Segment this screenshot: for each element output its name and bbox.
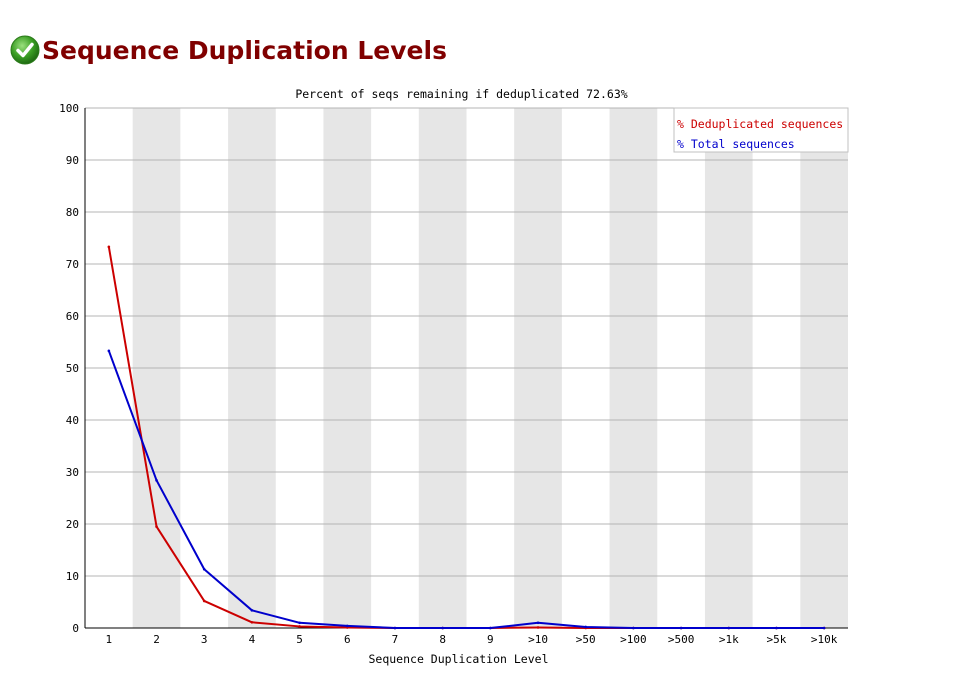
- duplication-chart: 0 10 20 30 40 50 60 70 80 90 100 1 2 3 4 5 6 7 8 9 >10 >50 >10…: [0, 80, 974, 680]
- x-tick-label-2: 3: [201, 633, 208, 646]
- x-tick-label-0: 1: [106, 633, 113, 646]
- x-tick-label-12: >500: [668, 633, 695, 646]
- data-point-0-3: [250, 620, 254, 624]
- y-tick-label-30: 30: [66, 466, 79, 479]
- data-point-1-10: [584, 625, 588, 629]
- data-point-1-15: [822, 626, 826, 630]
- legend-entry-0: % Deduplicated sequences: [677, 117, 843, 131]
- x-axis-label: Sequence Duplication Level: [368, 652, 548, 666]
- check-circle-icon: [10, 35, 40, 65]
- data-point-1-8: [489, 626, 492, 630]
- x-tick-label-10: >50: [576, 633, 596, 646]
- series-line-1: [107, 350, 825, 629]
- data-point-1-1: [155, 479, 158, 482]
- data-point-1-13: [727, 626, 731, 630]
- data-point-1-11: [632, 626, 635, 630]
- data-point-1-7: [441, 626, 444, 630]
- y-tick-label-80: 80: [66, 206, 79, 219]
- y-tick-label-50: 50: [66, 362, 79, 375]
- chart-svg: 0 10 20 30 40 50 60 70 80 90 100 1 2 3 4 5 6 7 8 9 >10 >50 >10…: [59, 87, 849, 666]
- y-tick-label-70: 70: [66, 258, 79, 271]
- x-tick-label-15: >10k: [811, 633, 838, 646]
- legend-entry-1: % Total sequences: [677, 137, 795, 151]
- y-tick-label-0: 0: [72, 622, 79, 635]
- x-tick-label-3: 4: [249, 633, 256, 646]
- y-tick-label-90: 90: [66, 154, 79, 167]
- data-point-1-4: [298, 621, 301, 625]
- y-tick-label-40: 40: [66, 414, 79, 427]
- x-tick-label-5: 6: [344, 633, 351, 646]
- data-point-1-2: [202, 567, 206, 571]
- data-point-0-2: [202, 599, 206, 603]
- data-point-1-6: [393, 626, 397, 630]
- data-point-0-9: [536, 626, 540, 629]
- page-header: Sequence Duplication Levels: [10, 30, 447, 70]
- x-tick-label-4: 5: [296, 633, 303, 646]
- data-point-1-0: [107, 349, 111, 353]
- data-point-0-1: [155, 525, 158, 528]
- x-tick-label-1: 2: [153, 633, 160, 646]
- x-tick-label-14: >5k: [767, 633, 787, 646]
- x-tick-label-9: >10: [528, 633, 548, 646]
- x-tick-label-7: 8: [439, 633, 446, 646]
- data-point-1-12: [679, 626, 683, 630]
- data-point-1-5: [345, 624, 349, 628]
- y-tick-label-20: 20: [66, 518, 79, 531]
- chart-title: Percent of seqs remaining if deduplicate…: [295, 87, 627, 101]
- x-tick-label-6: 7: [392, 633, 399, 646]
- x-tick-label-13: >1k: [719, 633, 739, 646]
- page-title: Sequence Duplication Levels: [42, 35, 447, 65]
- data-point-1-3: [250, 609, 254, 612]
- y-tick-label-60: 60: [66, 310, 79, 323]
- x-tick-label-8: 9: [487, 633, 494, 646]
- data-point-0-4: [298, 625, 301, 628]
- y-tick-label-100: 100: [59, 102, 79, 115]
- x-tick-label-11: >100: [620, 633, 647, 646]
- data-point-0-0: [107, 245, 111, 249]
- data-point-1-9: [536, 621, 540, 625]
- legend-box: [673, 107, 849, 153]
- y-tick-label-10: 10: [66, 570, 79, 583]
- data-point-1-14: [775, 626, 778, 630]
